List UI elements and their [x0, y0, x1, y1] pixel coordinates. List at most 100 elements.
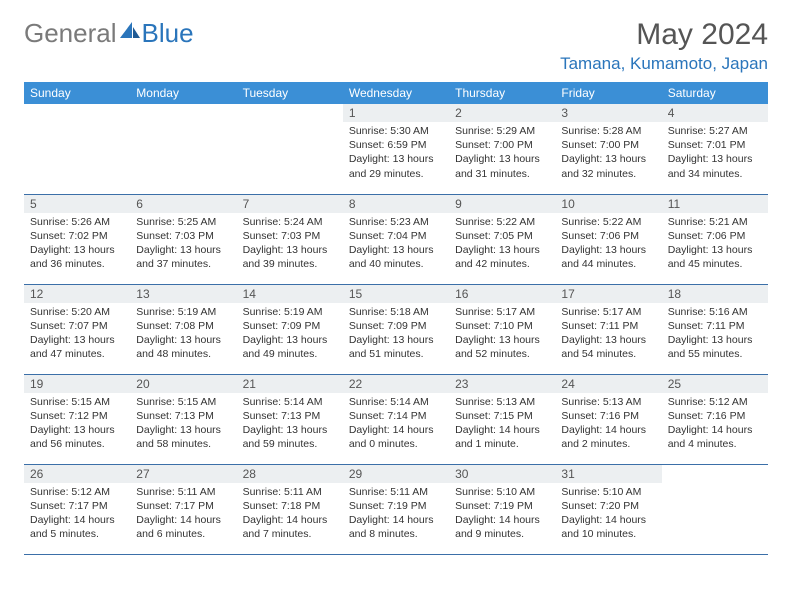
- day-details: Sunrise: 5:17 AMSunset: 7:10 PMDaylight:…: [449, 303, 555, 366]
- daylight-text: Daylight: 13 hours: [136, 243, 230, 257]
- daylight-text: and 32 minutes.: [561, 167, 655, 181]
- sunset-text: Sunset: 7:17 PM: [30, 499, 124, 513]
- daylight-text: Daylight: 13 hours: [349, 333, 443, 347]
- sunrise-text: Sunrise: 5:20 AM: [30, 305, 124, 319]
- calendar-day-cell: 5Sunrise: 5:26 AMSunset: 7:02 PMDaylight…: [24, 194, 130, 284]
- calendar-day-cell: 22Sunrise: 5:14 AMSunset: 7:14 PMDayligh…: [343, 374, 449, 464]
- sunset-text: Sunset: 7:11 PM: [668, 319, 762, 333]
- day-number: 24: [555, 375, 661, 393]
- day-number: 5: [24, 195, 130, 213]
- sunset-text: Sunset: 7:18 PM: [243, 499, 337, 513]
- day-number: 30: [449, 465, 555, 483]
- day-number: 11: [662, 195, 768, 213]
- calendar-day-cell: 28 Sunrise: 5:11 AMSunset: 7:18 PMDayligh…: [237, 464, 343, 554]
- header: General Blue May 2024 Tamana, Kumamoto, …: [24, 18, 768, 74]
- daylight-text: and 1 minute.: [455, 437, 549, 451]
- daylight-text: Daylight: 13 hours: [30, 423, 124, 437]
- daylight-text: and 0 minutes.: [349, 437, 443, 451]
- daylight-text: Daylight: 14 hours: [349, 513, 443, 527]
- daylight-text: Daylight: 13 hours: [30, 243, 124, 257]
- day-details: Sunrise: 5:12 AMSunset: 7:16 PMDaylight:…: [662, 393, 768, 456]
- calendar-day-cell: 13Sunrise: 5:19 AMSunset: 7:08 PMDayligh…: [130, 284, 236, 374]
- daylight-text: Daylight: 13 hours: [30, 333, 124, 347]
- day-number: 3: [555, 104, 661, 122]
- daylight-text: and 59 minutes.: [243, 437, 337, 451]
- daylight-text: and 45 minutes.: [668, 257, 762, 271]
- sunset-text: Sunset: 7:01 PM: [668, 138, 762, 152]
- sunrise-text: Sunrise: 5:11 AM: [349, 485, 443, 499]
- weekday-header: Thursday: [449, 82, 555, 104]
- sunset-text: Sunset: 7:04 PM: [349, 229, 443, 243]
- daylight-text: Daylight: 13 hours: [349, 152, 443, 166]
- sunrise-text: Sunrise: 5:12 AM: [668, 395, 762, 409]
- day-number: 18: [662, 285, 768, 303]
- daylight-text: and 54 minutes.: [561, 347, 655, 361]
- day-details: Sunrise: 5:20 AMSunset: 7:07 PMDaylight:…: [24, 303, 130, 366]
- daylight-text: and 10 minutes.: [561, 527, 655, 541]
- day-number: 21: [237, 375, 343, 393]
- calendar-week-row: ......1Sunrise: 5:30 AMSunset: 6:59 PMDa…: [24, 104, 768, 194]
- sunrise-text: Sunrise: 5:18 AM: [349, 305, 443, 319]
- daylight-text: Daylight: 13 hours: [561, 333, 655, 347]
- daylight-text: Daylight: 14 hours: [668, 423, 762, 437]
- daylight-text: and 47 minutes.: [30, 347, 124, 361]
- sunrise-text: Sunrise: 5:11 AM: [136, 485, 230, 499]
- daylight-text: and 4 minutes.: [668, 437, 762, 451]
- sunrise-text: Sunrise: 5:11 AM: [243, 485, 337, 499]
- daylight-text: Daylight: 14 hours: [561, 423, 655, 437]
- sunset-text: Sunset: 7:03 PM: [243, 229, 337, 243]
- calendar-day-cell: 18Sunrise: 5:16 AMSunset: 7:11 PMDayligh…: [662, 284, 768, 374]
- day-details: Sunrise: 5:13 AMSunset: 7:15 PMDaylight:…: [449, 393, 555, 456]
- calendar-table: SundayMondayTuesdayWednesdayThursdayFrid…: [24, 82, 768, 555]
- daylight-text: Daylight: 14 hours: [455, 423, 549, 437]
- day-details: Sunrise: 5:15 AMSunset: 7:13 PMDaylight:…: [130, 393, 236, 456]
- sunset-text: Sunset: 7:17 PM: [136, 499, 230, 513]
- sunrise-text: Sunrise: 5:28 AM: [561, 124, 655, 138]
- day-number: 29: [343, 465, 449, 483]
- day-number: 12: [24, 285, 130, 303]
- day-number: 22: [343, 375, 449, 393]
- daylight-text: Daylight: 13 hours: [668, 243, 762, 257]
- daylight-text: and 49 minutes.: [243, 347, 337, 361]
- day-details: Sunrise: 5:10 AMSunset: 7:19 PMDaylight:…: [449, 483, 555, 546]
- location-subtitle: Tamana, Kumamoto, Japan: [560, 54, 768, 74]
- calendar-day-cell: 20Sunrise: 5:15 AMSunset: 7:13 PMDayligh…: [130, 374, 236, 464]
- daylight-text: and 36 minutes.: [30, 257, 124, 271]
- calendar-day-cell: 1Sunrise: 5:30 AMSunset: 6:59 PMDaylight…: [343, 104, 449, 194]
- day-details: Sunrise: 5:13 AMSunset: 7:16 PMDaylight:…: [555, 393, 661, 456]
- calendar-day-cell: 7Sunrise: 5:24 AMSunset: 7:03 PMDaylight…: [237, 194, 343, 284]
- calendar-day-cell: 30Sunrise: 5:10 AMSunset: 7:19 PMDayligh…: [449, 464, 555, 554]
- daylight-text: and 6 minutes.: [136, 527, 230, 541]
- calendar-day-cell: 31Sunrise: 5:10 AMSunset: 7:20 PMDayligh…: [555, 464, 661, 554]
- daylight-text: and 2 minutes.: [561, 437, 655, 451]
- sunrise-text: Sunrise: 5:19 AM: [136, 305, 230, 319]
- weekday-header: Sunday: [24, 82, 130, 104]
- daylight-text: Daylight: 13 hours: [243, 333, 337, 347]
- daylight-text: Daylight: 14 hours: [243, 513, 337, 527]
- day-number: 28: [237, 465, 343, 483]
- day-details: Sunrise: 5:15 AMSunset: 7:12 PMDaylight:…: [24, 393, 130, 456]
- daylight-text: Daylight: 14 hours: [455, 513, 549, 527]
- calendar-day-cell: 29Sunrise: 5:11 AMSunset: 7:19 PMDayligh…: [343, 464, 449, 554]
- month-title: May 2024: [560, 18, 768, 52]
- day-number: 7: [237, 195, 343, 213]
- day-details: Sunrise: 5:10 AMSunset: 7:20 PMDaylight:…: [555, 483, 661, 546]
- calendar-week-row: 5Sunrise: 5:26 AMSunset: 7:02 PMDaylight…: [24, 194, 768, 284]
- sunset-text: Sunset: 7:13 PM: [136, 409, 230, 423]
- sunrise-text: Sunrise: 5:27 AM: [668, 124, 762, 138]
- brand-sail-icon: [120, 22, 140, 38]
- day-details: Sunrise: 5:24 AMSunset: 7:03 PMDaylight:…: [237, 213, 343, 276]
- daylight-text: and 9 minutes.: [455, 527, 549, 541]
- sunset-text: Sunset: 7:19 PM: [455, 499, 549, 513]
- sunset-text: Sunset: 7:00 PM: [561, 138, 655, 152]
- sunrise-text: Sunrise: 5:16 AM: [668, 305, 762, 319]
- sunset-text: Sunset: 7:10 PM: [455, 319, 549, 333]
- day-number: 17: [555, 285, 661, 303]
- day-number: 23: [449, 375, 555, 393]
- sunset-text: Sunset: 7:06 PM: [561, 229, 655, 243]
- weekday-header: Monday: [130, 82, 236, 104]
- calendar-day-cell: ..: [662, 464, 768, 554]
- brand-text-general: General: [24, 18, 117, 49]
- brand-logo: General Blue: [24, 18, 194, 49]
- sunrise-text: Sunrise: 5:12 AM: [30, 485, 124, 499]
